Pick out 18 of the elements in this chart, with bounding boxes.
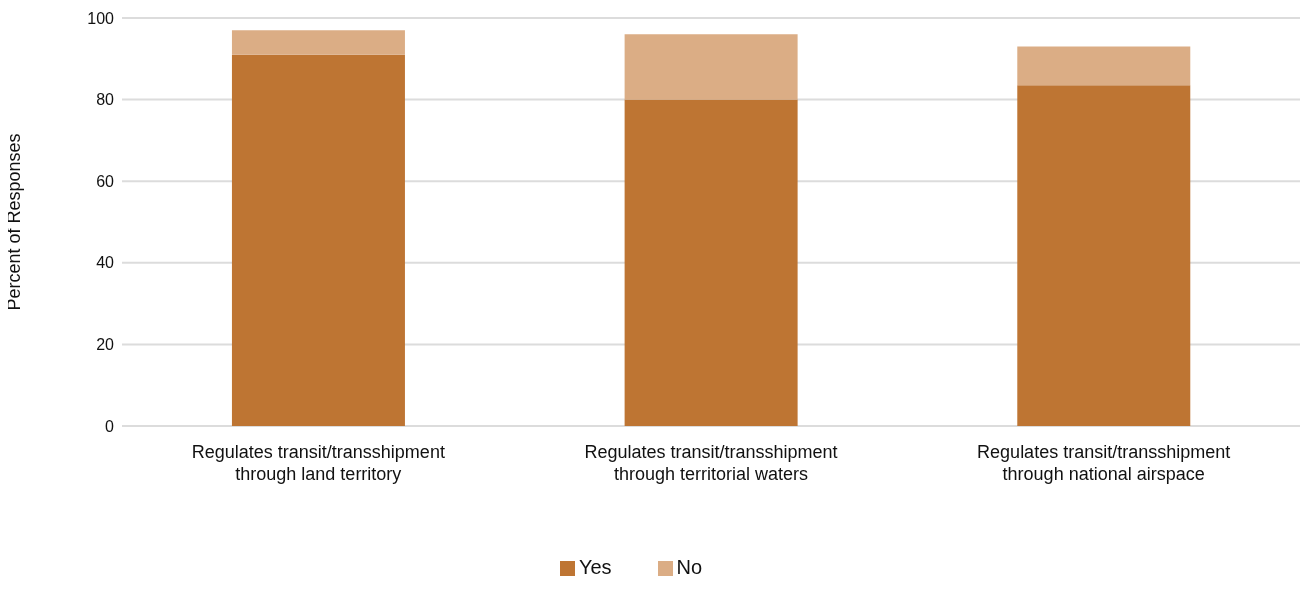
y-tick-label: 60: [96, 172, 115, 190]
bar: [231, 30, 405, 55]
y-tick-label: 100: [87, 9, 115, 27]
bar: [624, 99, 798, 426]
y-tick-label: 80: [96, 91, 115, 109]
y-tick-label: 0: [105, 417, 115, 435]
x-tick-label: Regulates transit/transshipment through land territory: [191, 442, 445, 484]
bar: [231, 54, 405, 426]
legend-label: Yes: [578, 556, 612, 578]
bar: [1017, 46, 1191, 86]
bar: [624, 34, 798, 100]
x-tick-label: Regulates transit/transshipment through national airspace: [977, 442, 1231, 484]
y-axis-title: Percent of Responses: [4, 133, 25, 311]
y-tick-label: 20: [96, 336, 115, 354]
y-tick-label: 40: [96, 254, 115, 272]
bar: [1017, 85, 1191, 426]
x-tick-label: Regulates transit/transshipment through territorial waters: [584, 442, 838, 484]
legend-label: No: [676, 556, 703, 578]
